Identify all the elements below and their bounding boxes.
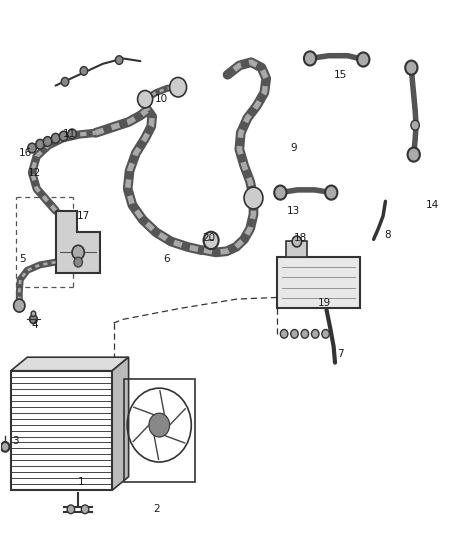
- Circle shape: [67, 505, 75, 514]
- Bar: [11, 371, 112, 490]
- Circle shape: [36, 139, 44, 149]
- Text: 9: 9: [290, 143, 297, 153]
- Circle shape: [51, 133, 60, 143]
- Circle shape: [408, 147, 420, 162]
- Polygon shape: [55, 211, 100, 273]
- Circle shape: [43, 136, 52, 146]
- Circle shape: [274, 186, 286, 200]
- Circle shape: [291, 329, 298, 338]
- Circle shape: [280, 329, 288, 338]
- Circle shape: [301, 329, 309, 338]
- Circle shape: [59, 131, 68, 141]
- Circle shape: [292, 236, 301, 247]
- Text: 2: 2: [154, 505, 160, 514]
- Circle shape: [149, 413, 170, 437]
- Text: 4: 4: [31, 319, 38, 330]
- Text: 11: 11: [63, 129, 76, 139]
- Circle shape: [311, 329, 319, 338]
- Circle shape: [80, 67, 88, 75]
- Circle shape: [411, 120, 419, 130]
- Bar: [277, 257, 359, 308]
- Circle shape: [81, 505, 89, 514]
- Circle shape: [325, 186, 337, 200]
- Text: 8: 8: [384, 230, 391, 240]
- Circle shape: [72, 245, 84, 259]
- Circle shape: [244, 187, 263, 209]
- Bar: [286, 241, 307, 257]
- Circle shape: [68, 129, 76, 139]
- Circle shape: [30, 315, 37, 324]
- Text: 15: 15: [334, 70, 347, 80]
- Circle shape: [170, 78, 187, 97]
- Circle shape: [137, 91, 153, 108]
- Circle shape: [116, 56, 123, 64]
- Circle shape: [14, 299, 25, 312]
- Circle shape: [74, 257, 82, 267]
- Text: 13: 13: [287, 205, 300, 216]
- Bar: [124, 379, 195, 482]
- Text: 19: 19: [318, 298, 331, 308]
- Text: 7: 7: [337, 349, 344, 359]
- Circle shape: [304, 51, 316, 66]
- Circle shape: [322, 329, 329, 338]
- Text: 3: 3: [12, 436, 19, 447]
- Text: 12: 12: [28, 168, 41, 177]
- Text: 10: 10: [155, 94, 168, 104]
- Text: 16: 16: [18, 149, 32, 158]
- Circle shape: [1, 442, 9, 452]
- Circle shape: [357, 52, 369, 67]
- Text: 6: 6: [163, 254, 170, 264]
- Circle shape: [203, 232, 219, 249]
- Text: 14: 14: [426, 200, 439, 210]
- Circle shape: [31, 311, 36, 317]
- Text: 1: 1: [78, 477, 85, 487]
- Circle shape: [28, 143, 36, 153]
- Polygon shape: [11, 357, 128, 371]
- Text: 17: 17: [77, 211, 91, 221]
- Circle shape: [405, 61, 418, 75]
- Text: 18: 18: [294, 233, 307, 242]
- Text: 5: 5: [19, 254, 26, 264]
- Circle shape: [61, 78, 69, 86]
- Polygon shape: [112, 357, 128, 490]
- Text: 20: 20: [202, 233, 215, 242]
